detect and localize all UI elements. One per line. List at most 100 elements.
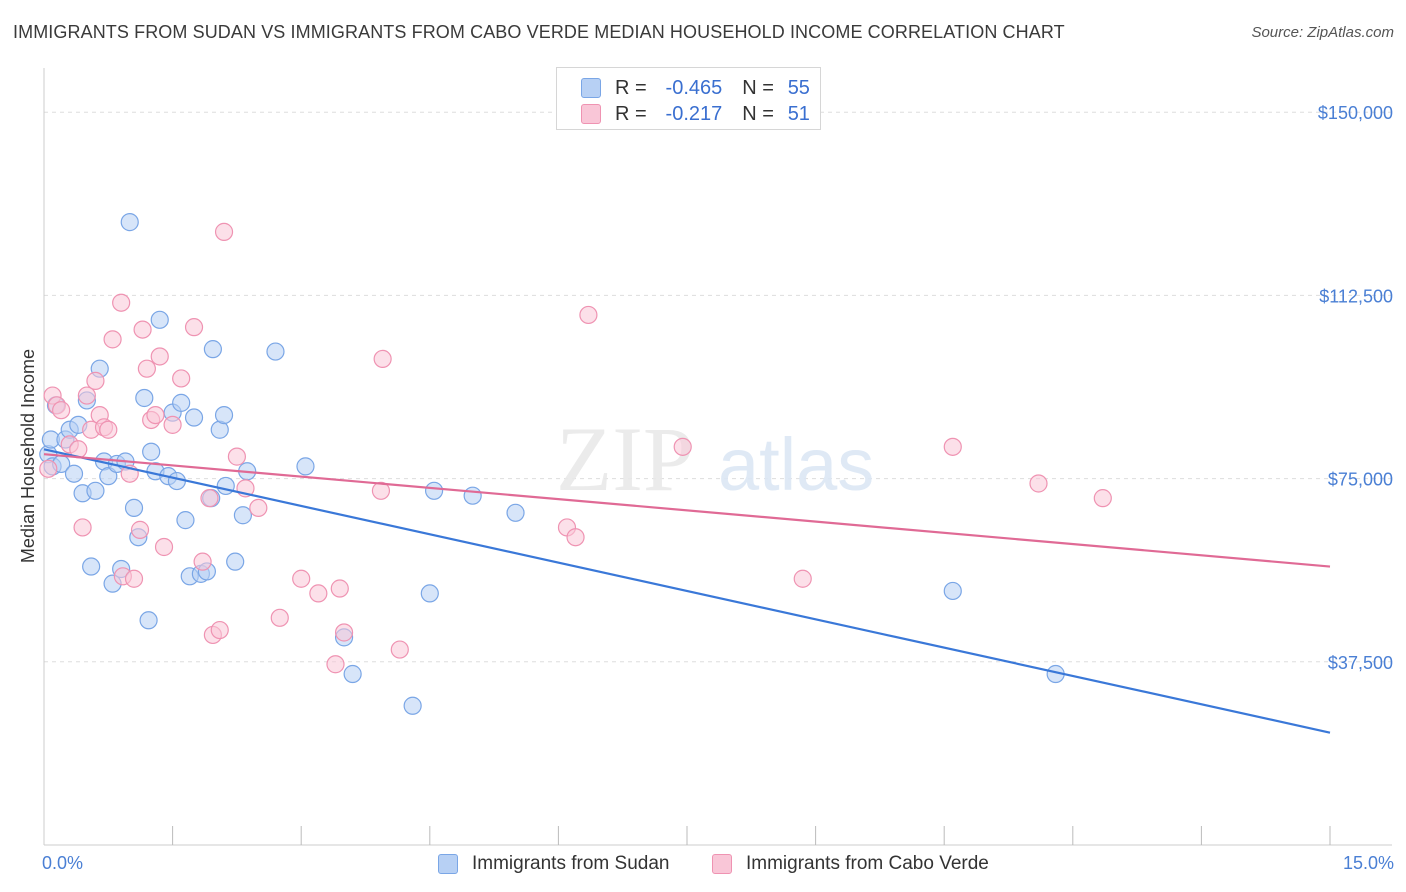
stats-legend: R = -0.465 N = 55 R = -0.217 N = 51	[556, 67, 821, 130]
point-sudan-52	[463, 486, 482, 505]
point-caboverde-52	[1093, 489, 1112, 508]
series-caboverde-points	[39, 222, 1112, 674]
point-caboverde-14	[112, 293, 131, 312]
point-sudan-24	[139, 611, 158, 630]
point-caboverde-28	[193, 552, 212, 571]
point-sudan-45	[266, 342, 285, 361]
bottom-legend-label-sudan: Immigrants from Sudan	[472, 853, 670, 874]
point-caboverde-35	[249, 498, 268, 518]
legend-row-caboverde: R = -0.217 N = 51	[581, 101, 810, 127]
point-caboverde-51	[1029, 474, 1048, 493]
point-sudan-34	[184, 408, 204, 427]
point-sudan-53	[506, 503, 525, 522]
point-sudan-41	[216, 476, 235, 496]
point-sudan-32	[176, 511, 195, 530]
point-caboverde-31	[210, 620, 229, 640]
point-caboverde-20	[137, 359, 156, 378]
point-sudan-27	[150, 310, 169, 329]
point-caboverde-42	[371, 481, 391, 500]
trend-lines	[43, 448, 1331, 734]
y-tick-label-2: $112,500	[1319, 286, 1393, 306]
watermark: ZIP atlas	[556, 408, 874, 510]
bottom-legend-swatch-sudan	[438, 854, 458, 874]
point-caboverde-23	[150, 347, 169, 366]
point-caboverde-13	[103, 330, 122, 349]
point-caboverde-12	[99, 420, 118, 439]
legend-n-value-caboverde: 51	[787, 102, 810, 125]
point-sudan-23	[135, 388, 154, 408]
x-tick-label-max: 15.0%	[1343, 853, 1394, 873]
point-caboverde-47	[579, 305, 598, 325]
point-sudan-38	[203, 340, 222, 359]
legend-swatch-caboverde	[581, 104, 601, 124]
point-sudan-49	[403, 696, 422, 715]
point-sudan-42	[226, 552, 245, 571]
point-sudan-43	[233, 506, 253, 525]
y-tick-label-0: $37,500	[1328, 653, 1393, 673]
point-sudan-11	[82, 557, 101, 576]
point-caboverde-46	[566, 528, 585, 547]
point-sudan-48	[343, 664, 362, 684]
x-tick-label-min: 0.0%	[42, 853, 83, 873]
legend-n-label: N =	[742, 102, 774, 125]
point-caboverde-29	[200, 489, 219, 508]
gridlines	[44, 111, 1392, 663]
point-caboverde-19	[133, 320, 152, 339]
point-sudan-30	[167, 471, 186, 491]
point-sudan-46	[296, 457, 315, 476]
bottom-legend-label-caboverde: Immigrants from Cabo Verde	[746, 853, 989, 874]
point-sudan-31	[172, 393, 191, 412]
point-caboverde-27	[184, 318, 204, 337]
point-caboverde-7	[77, 386, 96, 405]
point-caboverde-44	[390, 640, 409, 659]
point-caboverde-39	[326, 655, 345, 674]
point-caboverde-22	[146, 405, 165, 425]
legend-r-label: R =	[615, 102, 647, 125]
legend-r-label: R =	[615, 76, 647, 99]
bottom-legend-sudan: Immigrants from Sudan	[438, 851, 669, 877]
point-sudan-50	[420, 584, 439, 603]
point-caboverde-49	[793, 569, 812, 588]
point-sudan-54	[943, 581, 962, 601]
point-caboverde-43	[373, 349, 392, 369]
point-caboverde-33	[227, 447, 246, 466]
point-caboverde-37	[292, 569, 311, 588]
point-caboverde-9	[86, 371, 105, 390]
y-axis-title: Median Household Income	[18, 349, 38, 563]
point-caboverde-0	[39, 459, 58, 478]
point-caboverde-3	[52, 401, 71, 420]
point-caboverde-26	[172, 369, 191, 388]
legend-r-value-sudan: -0.465	[665, 76, 723, 99]
bottom-legend-swatch-caboverde	[712, 854, 732, 874]
source-label: Source: ZipAtlas.com	[1251, 24, 1394, 41]
trend-line-sudan	[43, 448, 1331, 734]
point-sudan-21	[124, 498, 144, 518]
point-sudan-20	[120, 213, 139, 232]
legend-row-sudan: R = -0.465 N = 55	[581, 75, 810, 101]
legend-swatch-sudan	[581, 78, 601, 98]
legend-r-value-caboverde: -0.217	[665, 102, 723, 125]
point-caboverde-25	[163, 415, 182, 434]
point-sudan-12	[86, 481, 105, 500]
point-caboverde-18	[130, 520, 150, 539]
y-tick-label-3: $150,000	[1318, 103, 1393, 123]
trend-line-caboverde	[43, 453, 1331, 568]
point-caboverde-38	[309, 584, 328, 603]
point-caboverde-40	[330, 579, 349, 598]
bottom-legend-caboverde: Immigrants from Cabo Verde	[712, 851, 989, 877]
x-ticks	[172, 826, 1331, 845]
point-sudan-40	[214, 405, 234, 425]
point-sudan-7	[64, 464, 84, 483]
point-caboverde-41	[334, 623, 354, 642]
point-caboverde-17	[124, 569, 144, 588]
legend-n-value-sudan: 55	[787, 76, 810, 99]
legend-n-label: N =	[742, 76, 774, 99]
watermark-zip: ZIP	[556, 408, 694, 510]
chart-title: IMMIGRANTS FROM SUDAN VS IMMIGRANTS FROM…	[13, 22, 1065, 42]
y-tick-labels: $37,500 $75,000 $112,500 $150,000	[1318, 103, 1393, 673]
point-caboverde-24	[154, 537, 174, 557]
point-caboverde-6	[73, 518, 92, 537]
watermark-atlas: atlas	[718, 423, 874, 506]
point-caboverde-36	[270, 608, 289, 627]
